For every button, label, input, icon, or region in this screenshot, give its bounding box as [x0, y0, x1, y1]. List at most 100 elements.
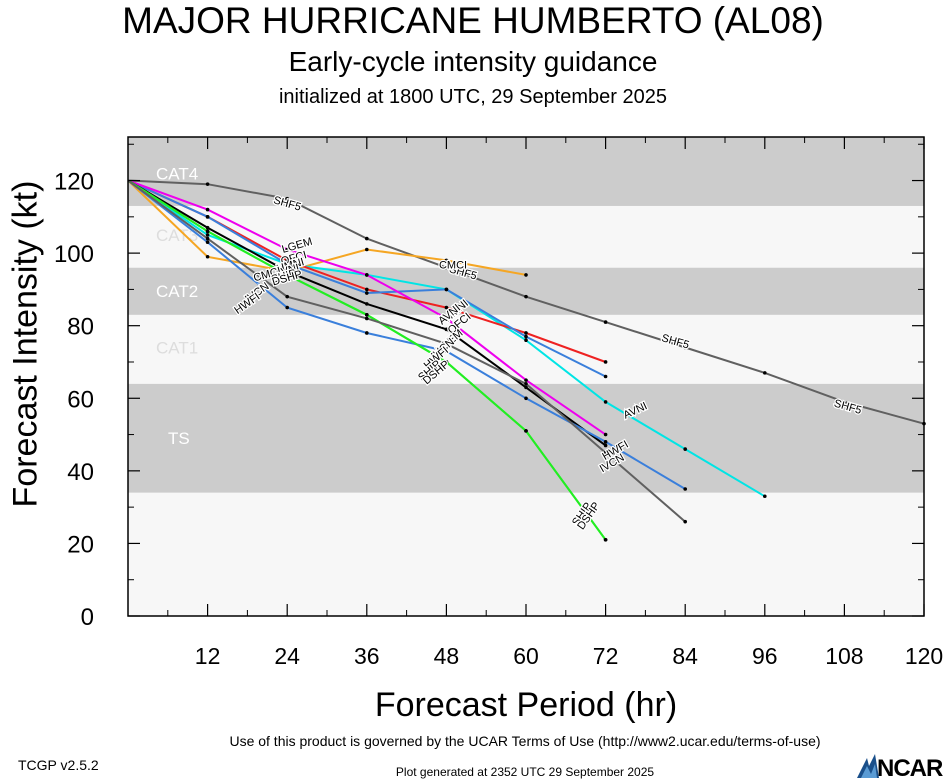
data-point-avni	[603, 400, 608, 404]
data-point-ivcn	[524, 385, 528, 390]
x-tick-label: 84	[672, 643, 698, 669]
y-tick-label: 20	[67, 531, 94, 558]
data-point-shf5	[285, 196, 290, 201]
series-line-ivcn	[127, 179, 686, 523]
data-point-lgem	[205, 207, 210, 212]
x-tick-label: 120	[905, 643, 943, 669]
data-point-ofci	[365, 291, 369, 295]
data-point-hwfi	[365, 331, 369, 335]
data-point-ofci	[205, 215, 210, 219]
data-point-ivcn	[365, 316, 369, 321]
version-text: TCGP v2.5.2	[18, 757, 99, 773]
data-point-hwfi	[285, 305, 290, 310]
generated-time-text: Plot generated at 2352 UTC 29 September …	[395, 765, 655, 779]
data-point-ivcn	[603, 450, 608, 455]
data-point-hmni	[524, 331, 528, 335]
data-point-shf5	[524, 294, 528, 299]
y-tick-label: 100	[54, 241, 94, 268]
data-point-ship	[603, 537, 608, 542]
data-point-avni	[683, 447, 687, 451]
data-point-lgem	[524, 378, 528, 382]
band-cat1	[128, 314, 924, 384]
data-point-hmni	[603, 360, 608, 364]
data-point-ofci	[603, 374, 608, 379]
series-label: CMCI	[439, 260, 467, 272]
band-ts	[128, 383, 924, 493]
x-tick-label: 24	[274, 643, 300, 669]
data-point-lgem	[603, 432, 608, 437]
data-point-shf5	[444, 265, 449, 270]
x-tick-label: 60	[513, 643, 539, 669]
data-point-ofci	[285, 262, 290, 266]
data-point-ship	[205, 229, 210, 234]
data-point-lgem	[444, 316, 449, 321]
chart-title: MAJOR HURRICANE HUMBERTO (AL08)	[122, 0, 824, 41]
y-tick-label: 80	[67, 314, 94, 341]
data-point-avni	[205, 233, 210, 237]
data-point-ivcn	[444, 342, 449, 346]
data-point-avni	[763, 494, 767, 499]
x-tick-label: 96	[752, 643, 778, 669]
data-point-ship	[285, 273, 290, 277]
band-label-cat2: CAT2	[156, 282, 198, 301]
x-tick-label: 108	[825, 643, 863, 669]
series-line-cmci	[127, 179, 527, 276]
data-point-ivcn	[603, 443, 608, 448]
data-point-ivcn	[285, 294, 290, 299]
data-point-cmci	[524, 273, 528, 277]
data-point-cmci	[205, 254, 210, 259]
y-tick-label: 120	[54, 169, 94, 196]
data-point-ship	[524, 429, 528, 433]
data-point-avni	[524, 338, 528, 343]
data-point-hwfi	[205, 240, 210, 245]
data-point-ship	[444, 360, 449, 364]
x-tick-label: 12	[195, 643, 221, 669]
x-tick-label: 36	[354, 643, 380, 669]
data-point-lgem	[285, 247, 290, 252]
data-point-shf5	[205, 182, 210, 186]
x-tick-label: 72	[593, 643, 619, 669]
ncar-logo-text: NCAR	[877, 755, 943, 782]
x-tick-label: 48	[434, 643, 460, 669]
data-point-ivcn	[365, 302, 369, 306]
data-point-shf5	[683, 345, 687, 350]
band-cat3	[128, 205, 924, 268]
data-point-ivcn	[285, 269, 290, 274]
data-point-ofci	[444, 287, 449, 292]
data-point-shf5	[603, 320, 608, 324]
data-point-cmci	[365, 247, 369, 252]
data-point-lgem	[365, 273, 369, 277]
data-point-ivcn	[444, 327, 449, 332]
data-point-hmni	[365, 287, 369, 292]
data-point-cmci	[444, 258, 449, 263]
data-point-ivcn	[205, 225, 210, 230]
ncar-logo-icon	[857, 754, 879, 778]
terms-of-use-text: Use of this product is governed by the U…	[229, 733, 821, 749]
data-point-hwfi	[524, 396, 528, 401]
ncar-logo: NCAR	[855, 752, 946, 782]
y-tick-label: 40	[67, 459, 94, 486]
chart-subtitle: Early-cycle intensity guidance	[288, 46, 658, 77]
data-point-ivcn	[683, 519, 687, 524]
y-tick-label: 60	[67, 386, 94, 413]
band-label-ts: TS	[168, 429, 190, 448]
data-point-ivcn	[524, 381, 528, 386]
data-point-hwfi	[683, 487, 687, 491]
data-point-shf5	[365, 236, 369, 241]
y-tick-label: 0	[81, 604, 94, 631]
data-point-shf5	[763, 371, 767, 375]
data-point-hwfi	[603, 440, 608, 444]
y-axis-label: Forecast Intensity (kt)	[6, 180, 45, 508]
data-point-hmni	[285, 258, 290, 263]
data-point-hmni	[444, 305, 449, 310]
data-point-shf5	[842, 400, 847, 404]
band-label-cat3: CAT3	[156, 226, 198, 245]
data-point-ofci	[524, 334, 528, 339]
band-label-cat4: CAT4	[156, 164, 198, 183]
data-point-ship	[365, 313, 369, 317]
x-axis-label: Forecast Period (hr)	[374, 686, 678, 724]
data-point-hwfi	[444, 349, 449, 353]
series-line-hwfi	[127, 179, 686, 490]
init-time-text: initialized at 1800 UTC, 29 September 20…	[278, 86, 667, 108]
